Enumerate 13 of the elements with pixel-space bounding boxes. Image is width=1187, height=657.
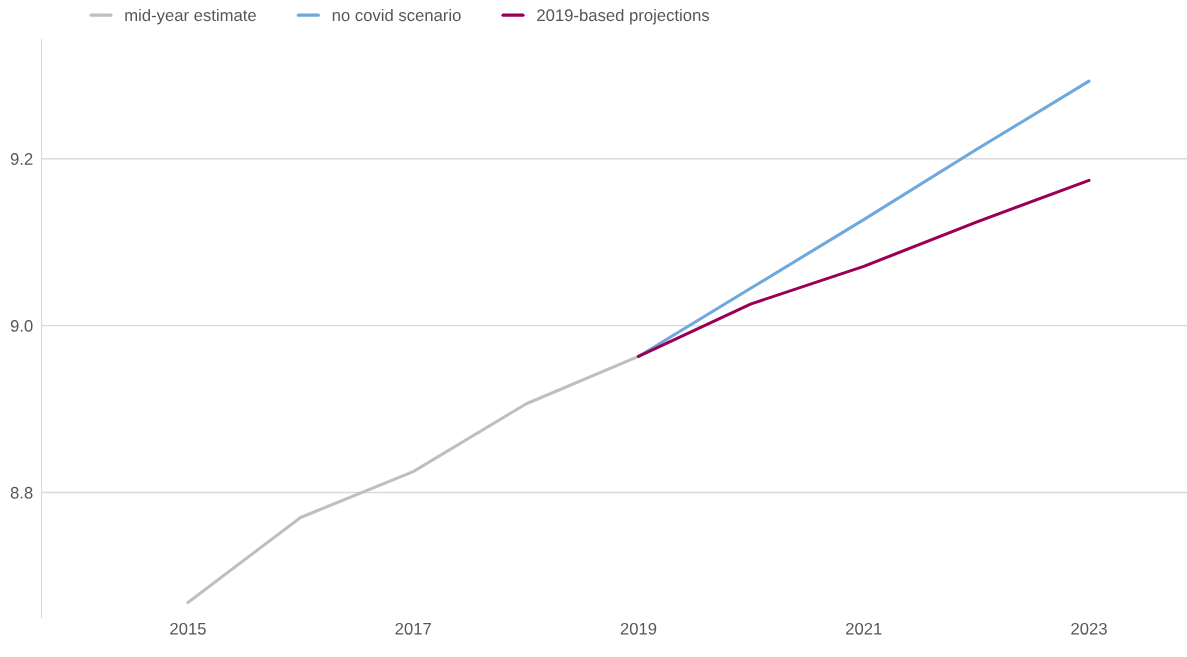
x-tick-label: 2019 [620, 622, 657, 635]
y-tick-label: 9.0 [10, 319, 33, 332]
line-series [636, 178, 1091, 358]
legend-label: 2019-based projections [537, 8, 710, 25]
y-tick-label: 9.2 [10, 153, 33, 165]
legend-label: no covid scenario [332, 8, 461, 22]
line-series [186, 354, 641, 605]
legend-label: mid-year estimate [125, 8, 256, 25]
x-tick-label: 2017 [395, 622, 431, 635]
x-tick-label: 2015 [170, 622, 206, 635]
y-tick-label: 8.8 [10, 486, 33, 499]
x-tick-label: 2023 [1071, 622, 1107, 635]
x-tick-label: 2021 [846, 622, 882, 635]
